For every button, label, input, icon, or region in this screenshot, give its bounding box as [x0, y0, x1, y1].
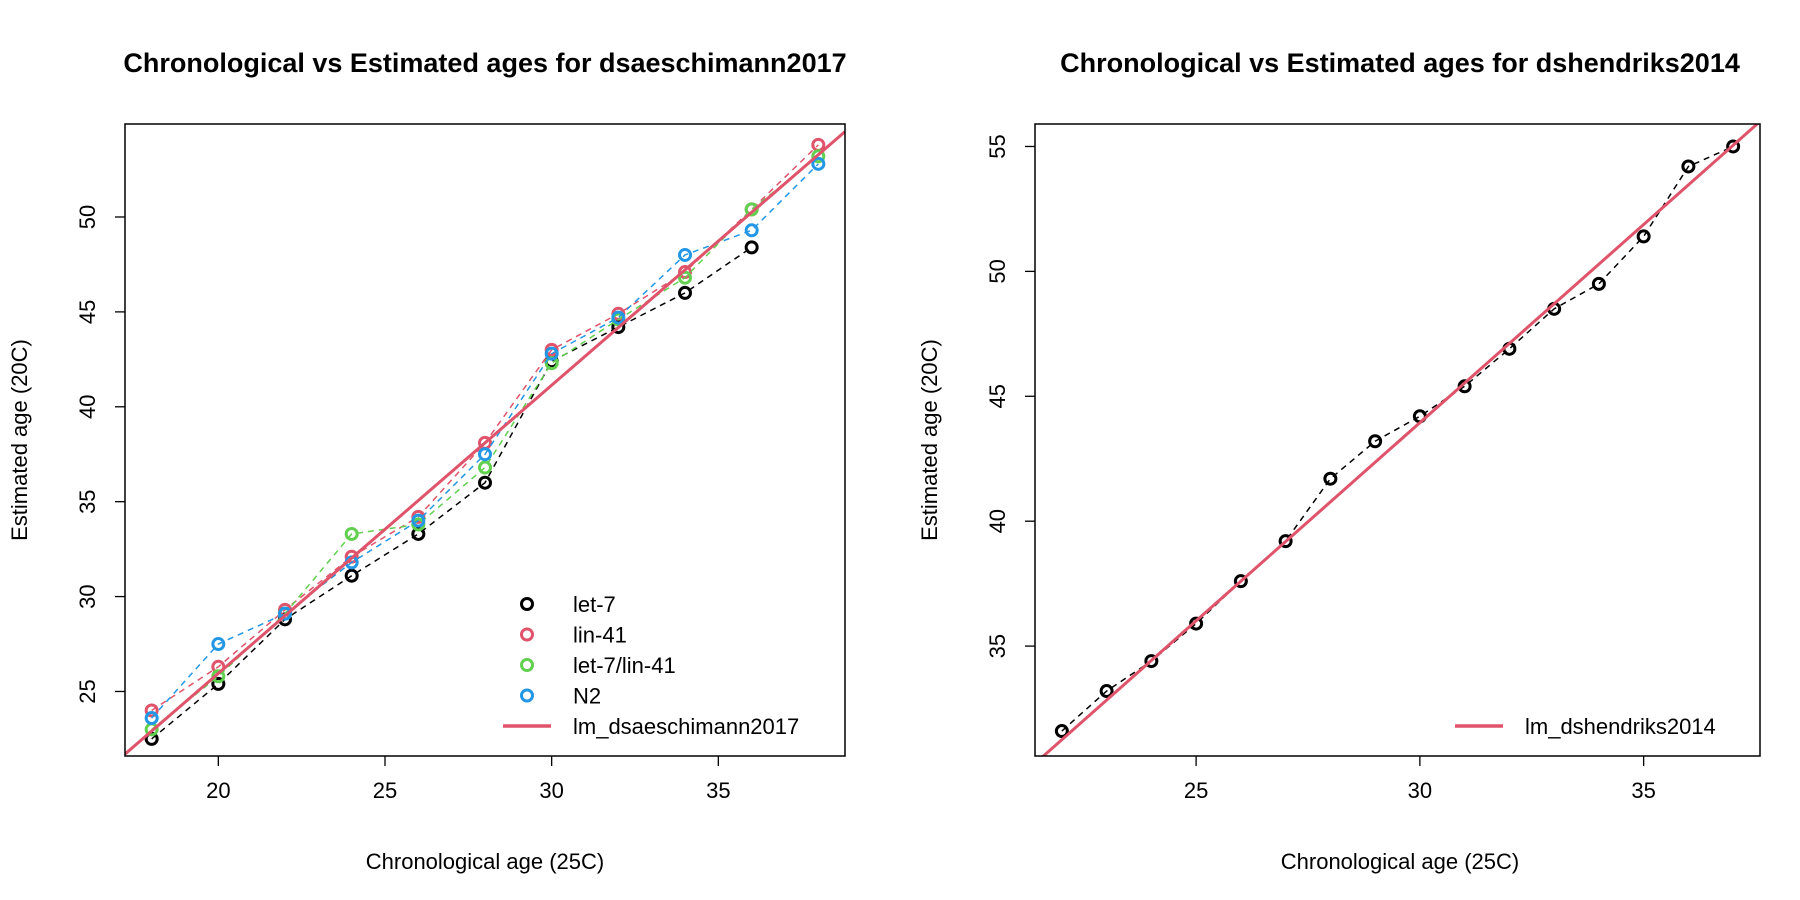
y-axis-label: Estimated age (20C)	[917, 339, 942, 541]
y-tick-label: 35	[985, 634, 1010, 658]
y-tick-label: 45	[985, 384, 1010, 408]
data-point	[278, 606, 292, 621]
legend-label: let-7/lin-41	[573, 653, 676, 678]
data-point	[1368, 434, 1383, 449]
data-point	[544, 346, 559, 361]
fit-line	[1041, 124, 1760, 756]
y-tick-label: 30	[75, 584, 100, 608]
series-line	[151, 163, 819, 719]
series-line	[151, 144, 819, 712]
x-tick-label: 35	[1631, 778, 1655, 803]
plot-area: 20 25 30 35 25 30 35 40 45 50 let-7 lin-41 let-7/lin…	[75, 123, 846, 803]
legend-label: let-7	[573, 592, 616, 617]
data-point	[1233, 574, 1248, 589]
data-point	[211, 676, 226, 691]
data-point	[1636, 229, 1651, 244]
legend-label: lm_dshendriks2014	[1525, 714, 1716, 739]
fit-line	[125, 130, 845, 756]
data-point	[678, 285, 692, 300]
data-point	[678, 247, 692, 262]
data-point	[1278, 534, 1293, 549]
legend-label: N2	[573, 684, 601, 709]
data-point	[411, 513, 426, 528]
data-point	[211, 637, 226, 652]
data-point	[344, 526, 359, 541]
legend-marker	[520, 688, 534, 703]
y-tick-label: 50	[75, 205, 100, 229]
data-point	[678, 270, 692, 285]
panel-dsaeschimann2017: Chronological vs Estimated ages for dsae…	[7, 48, 847, 874]
panel-dshendriks2014: Chronological vs Estimated ages for dshe…	[917, 48, 1761, 874]
data-point	[611, 320, 626, 335]
y-tick-label: 40	[75, 395, 100, 419]
plot-frame	[124, 123, 846, 757]
x-axis-label: Chronological age (25C)	[366, 849, 604, 874]
legend-marker	[520, 627, 534, 642]
x-tick-label: 25	[1184, 778, 1208, 803]
data-point	[744, 240, 759, 255]
y-axis-label: Estimated age (20C)	[7, 339, 32, 541]
x-axis-label: Chronological age (25C)	[1281, 849, 1519, 874]
y-tick-label: 45	[75, 300, 100, 324]
y-tick-label: 35	[75, 489, 100, 513]
x-tick-label: 35	[706, 778, 730, 803]
data-point	[1054, 724, 1069, 739]
data-point	[144, 703, 159, 718]
data-point	[1099, 684, 1114, 699]
y-tick-label: 40	[985, 509, 1010, 533]
data-point	[1189, 616, 1204, 631]
data-point	[611, 310, 626, 325]
data-point	[411, 526, 426, 541]
data-point	[144, 731, 159, 746]
legend-label: lm_dsaeschimann2017	[573, 714, 799, 739]
y-tick-label: 55	[985, 134, 1010, 158]
series-line	[151, 246, 753, 740]
chart-title: Chronological vs Estimated ages for dsae…	[123, 48, 846, 78]
data-point	[744, 223, 759, 238]
data-point	[811, 149, 826, 164]
data-point	[478, 447, 492, 462]
data-point	[811, 156, 826, 171]
y-tick-label: 50	[985, 259, 1010, 283]
plot-area: 25 30 35 35 40 45 50 55 lm_dshendriks2014	[985, 123, 1761, 803]
chart-title: Chronological vs Estimated ages for dshe…	[1060, 48, 1740, 78]
data-point	[144, 711, 159, 726]
x-tick-label: 20	[206, 778, 230, 803]
data-point	[1681, 159, 1696, 174]
x-tick-label: 30	[539, 778, 563, 803]
data-point	[1726, 139, 1741, 154]
legend-label: lin-41	[573, 623, 627, 648]
plot-frame	[1034, 123, 1761, 757]
x-tick-label: 25	[373, 778, 397, 803]
data-point	[478, 460, 492, 475]
legend-marker	[520, 597, 534, 611]
data-point	[1591, 276, 1606, 291]
y-tick-label: 25	[75, 679, 100, 703]
data-point	[478, 475, 492, 490]
data-point	[1144, 654, 1159, 669]
data-point	[344, 568, 359, 583]
data-point	[1323, 471, 1338, 486]
x-tick-label: 30	[1408, 778, 1432, 803]
legend-marker	[520, 658, 534, 672]
